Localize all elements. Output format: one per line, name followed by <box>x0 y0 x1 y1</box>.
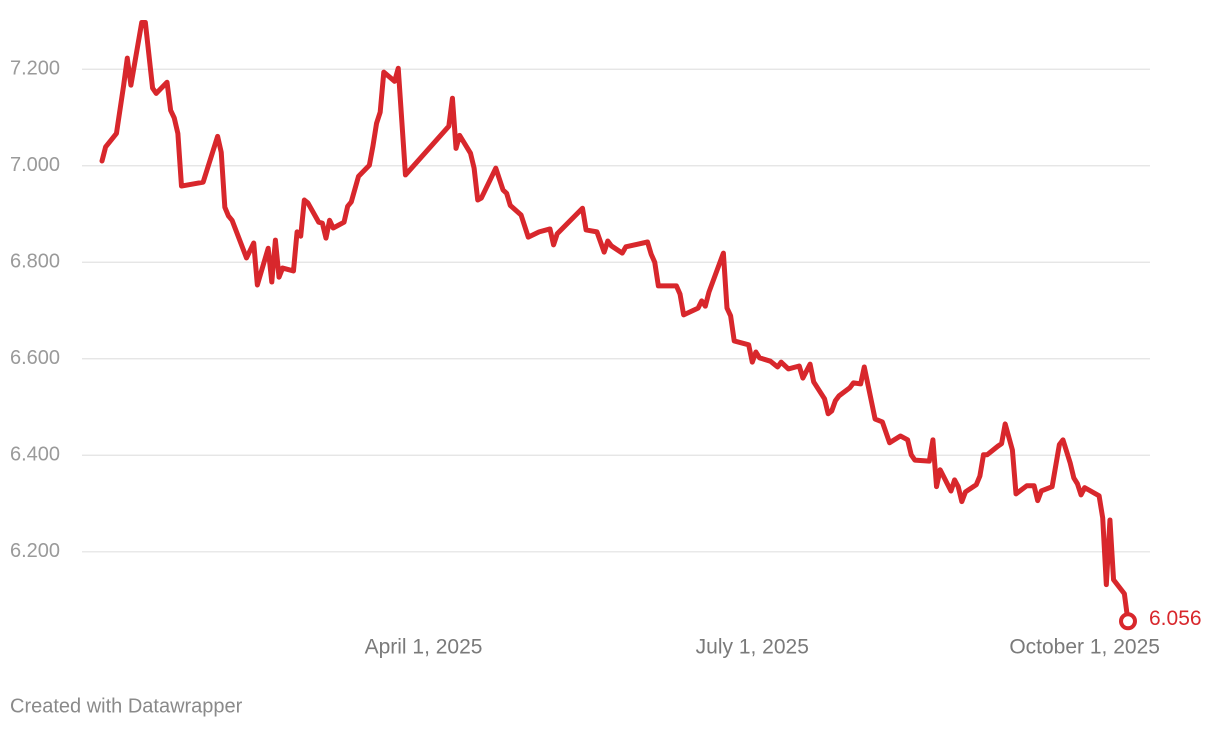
y-tick-label: 6.200 <box>10 540 60 562</box>
y-tick-label: 6.800 <box>10 251 60 273</box>
line <box>99 19 1131 624</box>
x-tick-label: July 1, 2025 <box>696 636 809 659</box>
footer: Created with Datawrapper <box>10 695 243 717</box>
y-tick-label: 7.200 <box>10 58 60 80</box>
y-tick-label: 6.400 <box>10 444 60 466</box>
end-label: 6.056 <box>1149 607 1202 630</box>
y-tick-label: 6.600 <box>10 347 60 369</box>
x-tick-label: October 1, 2025 <box>1009 636 1160 659</box>
end-marker <box>1119 612 1137 631</box>
x-tick-label: April 1, 2025 <box>365 636 483 659</box>
y-tick-label: 7.000 <box>10 154 60 176</box>
